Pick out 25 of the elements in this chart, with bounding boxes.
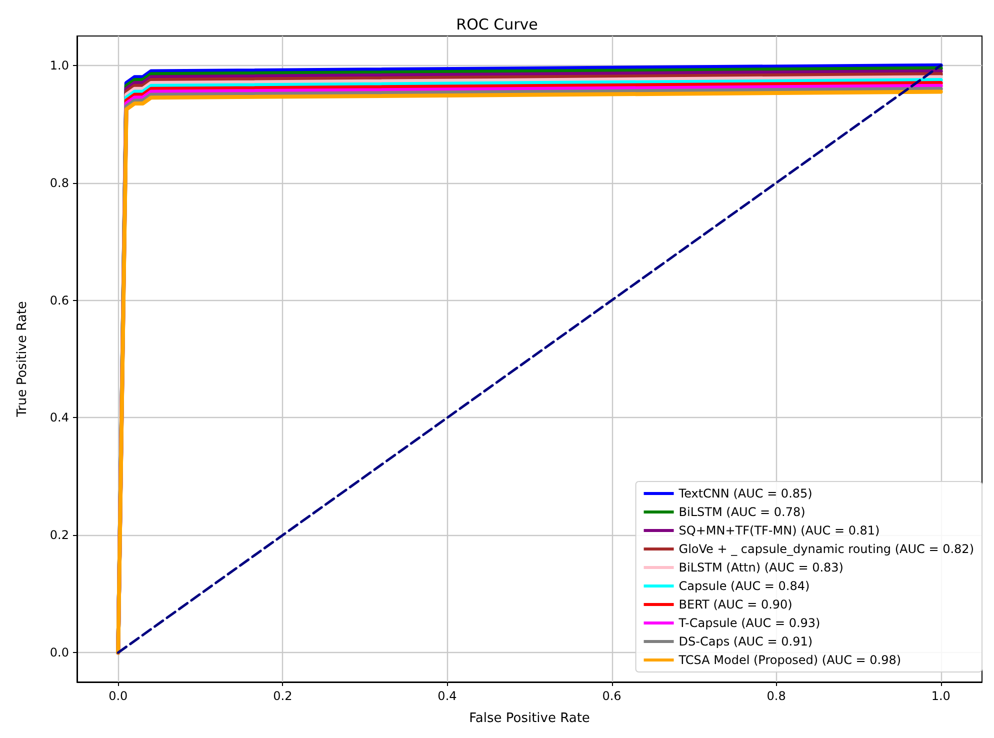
y-tick-label: 0.0: [50, 646, 69, 660]
y-tick-label: 1.0: [50, 58, 69, 72]
legend-label: TextCNN (AUC = 0.85): [678, 486, 812, 500]
chart-title: ROC Curve: [456, 16, 538, 34]
legend-label: BiLSTM (AUC = 0.78): [678, 505, 806, 519]
x-axis-title: False Positive Rate: [469, 711, 590, 726]
y-axis-title: True Positive Rate: [15, 301, 30, 418]
legend-label: BERT (AUC = 0.90): [678, 598, 792, 612]
x-tick-label: 1.0: [931, 689, 950, 703]
x-tick-label: 0.2: [273, 689, 292, 703]
y-tick-label: 0.8: [50, 176, 69, 190]
legend-label: BiLSTM (Attn) (AUC = 0.83): [678, 560, 844, 574]
legend-label: TCSA Model (Proposed) (AUC = 0.98): [678, 653, 902, 667]
legend-label: DS-Caps (AUC = 0.91): [678, 634, 813, 648]
legend-label: Capsule (AUC = 0.84): [678, 579, 810, 593]
y-tick-label: 0.4: [50, 410, 69, 425]
legend-label: SQ+MN+TF(TF-MN) (AUC = 0.81): [678, 524, 880, 538]
x-tick-label: 0.4: [438, 689, 457, 703]
y-tick-label: 0.2: [50, 528, 69, 542]
legend-label: T-Capsule (AUC = 0.93): [678, 616, 820, 630]
x-tick-label: 0.6: [602, 689, 622, 703]
x-tick-label: 0.8: [766, 689, 786, 703]
legend-label: GloVe + _ capsule_dynamic routing (AUC = 0.82): [678, 542, 974, 556]
y-tick-label: 0.6: [50, 293, 69, 308]
x-tick-label: 0.0: [108, 689, 128, 703]
